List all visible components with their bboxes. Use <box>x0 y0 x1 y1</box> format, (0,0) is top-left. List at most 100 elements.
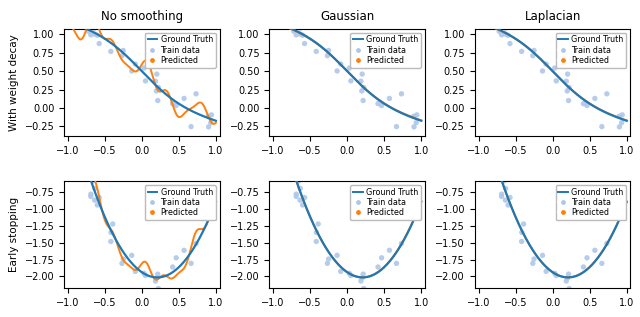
Point <box>206 212 216 217</box>
Point <box>278 130 288 135</box>
Point <box>118 256 129 262</box>
Point <box>579 264 589 269</box>
Point <box>118 48 129 53</box>
Point <box>516 230 527 235</box>
Point <box>94 41 104 46</box>
Point <box>90 32 100 37</box>
Point <box>551 273 561 278</box>
Point <box>205 120 216 125</box>
Point <box>344 66 355 71</box>
Point <box>204 114 214 119</box>
Point <box>616 208 627 213</box>
Point <box>614 124 625 129</box>
Point <box>358 85 369 90</box>
Point <box>70 14 80 19</box>
Point <box>72 24 83 29</box>
Point <box>480 123 490 128</box>
Point <box>130 269 140 274</box>
Point <box>503 203 513 208</box>
Point <box>564 286 574 291</box>
Point <box>497 32 507 37</box>
Point <box>505 41 515 46</box>
Point <box>579 101 589 106</box>
Point <box>482 17 492 23</box>
Point <box>298 33 308 38</box>
Point <box>551 78 561 83</box>
Point <box>376 103 387 108</box>
Point <box>561 279 572 284</box>
Point <box>271 23 281 29</box>
Point <box>152 275 162 281</box>
Point <box>602 91 612 96</box>
Point <box>206 112 216 117</box>
Point <box>152 98 163 103</box>
Point <box>150 279 161 284</box>
Point <box>140 273 150 278</box>
Point <box>589 248 600 253</box>
Point <box>151 88 161 94</box>
Point <box>373 101 383 106</box>
Point <box>332 68 342 74</box>
Point <box>476 119 486 124</box>
Point <box>204 204 214 210</box>
Point <box>168 101 178 106</box>
Point <box>346 273 356 278</box>
Point <box>483 130 493 135</box>
Point <box>408 114 419 119</box>
Point <box>396 241 406 246</box>
Point <box>323 53 333 58</box>
Point <box>497 20 507 25</box>
Point <box>541 269 551 274</box>
Point <box>88 178 98 184</box>
Point <box>335 269 346 274</box>
Legend: Ground Truth, Train data, Predicted: Ground Truth, Train data, Predicted <box>145 33 216 68</box>
Point <box>108 23 118 28</box>
Point <box>358 98 368 103</box>
Point <box>191 91 201 96</box>
Point <box>614 114 624 119</box>
Point <box>494 168 504 173</box>
Point <box>527 261 538 266</box>
Point <box>358 272 368 277</box>
Point <box>106 49 116 54</box>
Point <box>596 124 607 129</box>
Point <box>356 79 366 84</box>
Point <box>139 271 149 276</box>
Point <box>153 85 163 90</box>
Point <box>500 186 511 191</box>
Point <box>550 271 560 276</box>
Point <box>186 124 196 129</box>
Y-axis label: With weight decay: With weight decay <box>9 34 19 131</box>
Point <box>139 66 149 71</box>
Point <box>562 88 572 94</box>
Point <box>171 255 181 260</box>
Point <box>88 22 98 27</box>
Point <box>356 290 367 295</box>
Point <box>391 124 401 129</box>
Point <box>541 61 551 67</box>
Title: No smoothing: No smoothing <box>100 10 183 23</box>
Point <box>289 29 299 34</box>
Point <box>357 275 367 281</box>
Legend: Ground Truth, Train data, Predicted: Ground Truth, Train data, Predicted <box>556 33 627 68</box>
Point <box>357 72 367 77</box>
Point <box>497 194 507 199</box>
Point <box>293 178 303 184</box>
Point <box>179 248 189 253</box>
Point <box>311 239 321 244</box>
Point <box>311 19 321 24</box>
Point <box>291 191 301 197</box>
Point <box>130 61 140 67</box>
Point <box>499 178 509 184</box>
Point <box>346 78 356 83</box>
Y-axis label: Early stopping: Early stopping <box>9 197 19 272</box>
Point <box>412 112 422 117</box>
Point <box>275 14 285 19</box>
Point <box>66 119 76 124</box>
Point <box>106 230 116 235</box>
Point <box>563 275 573 281</box>
Point <box>396 91 406 96</box>
Point <box>83 29 93 34</box>
Point <box>295 197 305 203</box>
Point <box>409 124 419 129</box>
